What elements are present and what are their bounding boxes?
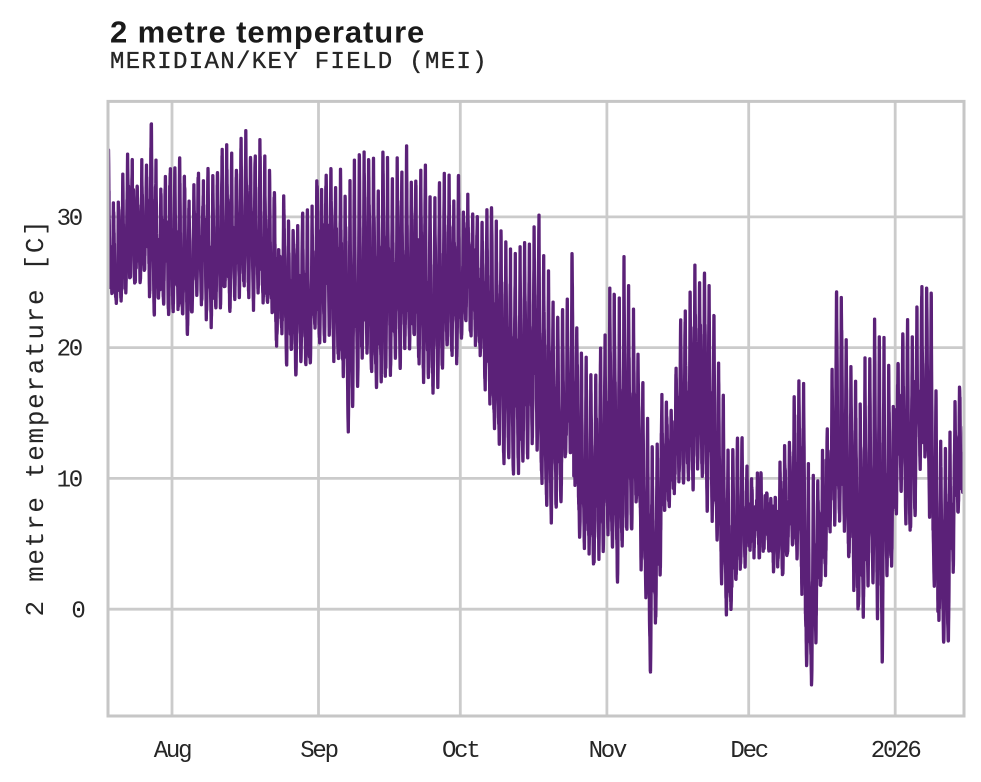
svg-text:2 metre temperature: 2 metre temperature (110, 15, 425, 50)
svg-text:30: 30 (57, 206, 82, 233)
svg-text:0: 0 (71, 598, 84, 625)
svg-text:Oct: Oct (442, 738, 479, 765)
svg-text:Dec: Dec (730, 738, 767, 765)
svg-text:10: 10 (57, 468, 82, 495)
svg-text:MERIDIAN/KEY FIELD (MEI): MERIDIAN/KEY FIELD (MEI) (110, 49, 488, 76)
svg-text:2 metre temperature [C]: 2 metre temperature [C] (21, 219, 51, 617)
svg-text:Aug: Aug (154, 738, 191, 765)
svg-text:20: 20 (57, 337, 82, 364)
svg-text:Sep: Sep (300, 738, 337, 765)
svg-text:Nov: Nov (589, 738, 627, 765)
svg-text:2026: 2026 (871, 738, 921, 765)
